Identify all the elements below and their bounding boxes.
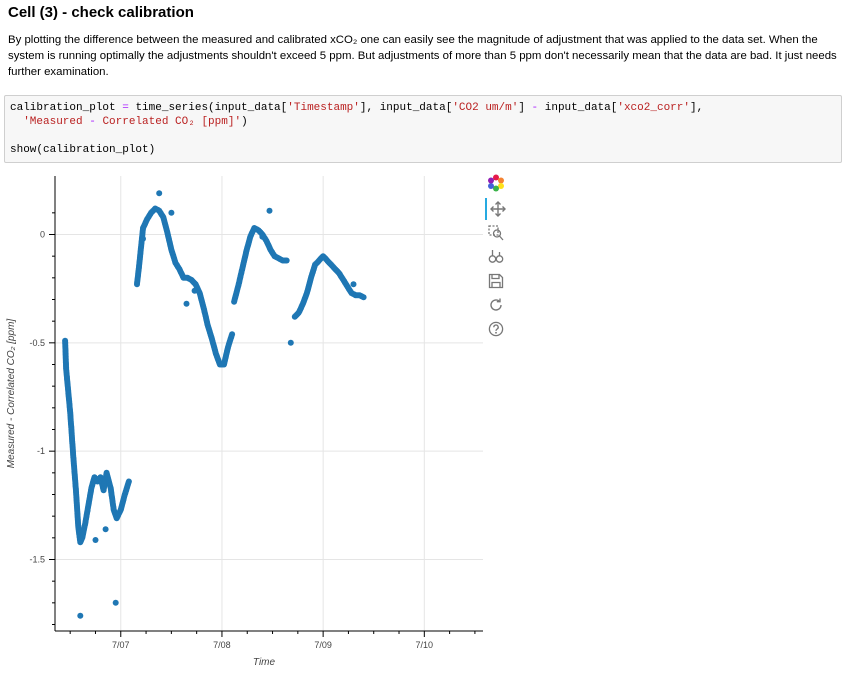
x-axis-label: Time [253,657,276,668]
code-line-3: show(calibration_plot) [10,144,156,156]
data-point [112,599,119,606]
code-token: input_data[ [538,102,618,114]
code-token: - [82,116,103,128]
data-point [77,612,84,619]
data-point [140,235,146,242]
data-point [287,339,294,346]
data-point [266,207,273,214]
save-icon[interactable] [485,270,507,292]
y-axis-label: Measured - Correlated CO₂ [ppm] [6,319,17,469]
code-line-1: calibration_plot = time_series(input_dat… [10,101,703,115]
data-point [156,190,163,197]
code-token: ], [689,102,704,114]
data-point [125,478,132,485]
data-point [92,537,99,543]
data-point [229,331,236,338]
code-token: 'Timestamp' [287,102,360,114]
data-point [168,209,175,216]
y-tick-label: -0.5 [29,338,45,348]
code-token: = [115,102,136,114]
code-token: time_series(input_data[ [135,102,288,114]
data-point [259,233,266,240]
code-token: ] [518,102,532,114]
data-point [183,300,190,307]
data-point [283,257,290,264]
data-point [191,287,198,294]
code-token: 'Measured [23,116,83,128]
x-tick-label: 7/07 [112,640,130,650]
x-tick-label: 7/08 [213,640,231,650]
code-token: 'CO2 um/m' [452,102,519,114]
code-token: calibration_plot [10,102,116,114]
bokeh-logo-icon[interactable] [485,172,507,194]
data-point [102,526,109,533]
y-tick-label: -1.5 [29,555,45,565]
reset-icon[interactable] [485,294,507,316]
data-point [350,281,357,288]
help-icon[interactable] [485,318,507,340]
y-tick-label: -1 [37,446,45,456]
y-tick-label: 0 [40,230,45,240]
plot-toolbar [484,172,510,347]
code-token: - [531,102,539,114]
data-point [360,294,367,301]
code-token: 'xco2_corr' [617,102,690,114]
x-tick-label: 7/10 [416,640,434,650]
pan-icon[interactable] [485,198,509,220]
cell-description: By plotting the difference between the m… [8,34,837,78]
x-tick-label: 7/09 [314,640,332,650]
wheel-zoom-icon[interactable] [485,246,507,268]
cell-title: Cell (3) - check calibration [8,4,194,21]
calibration-plot[interactable]: 7/07 7/08 7/09 7/10 0 -0.5 -1 -1.5 Time Measured … [0,170,520,680]
code-token: Correlated CO₂ [ppm]' [102,116,242,128]
code-token: ) [241,116,248,128]
code-token [10,116,23,128]
code-cell[interactable]: calibration_plot = time_series(input_dat… [4,95,842,163]
code-token: ], input_data[ [359,102,453,114]
code-line-2: 'Measured - Correlated CO₂ [ppm]') [10,115,248,129]
box-zoom-icon[interactable] [485,222,507,244]
